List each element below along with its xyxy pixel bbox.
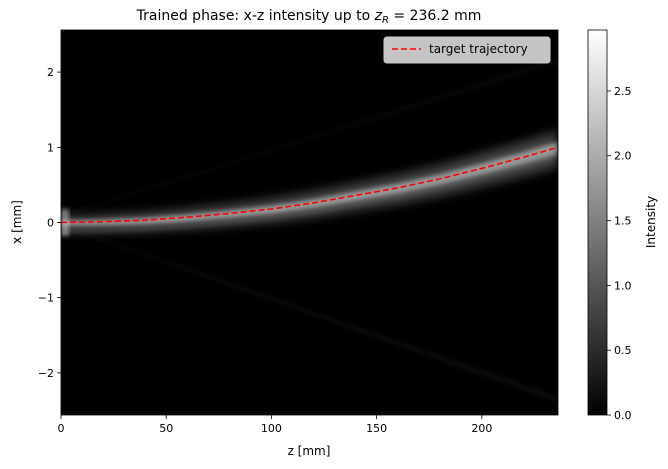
target-trajectory-line: [61, 146, 558, 224]
colorbar-tick-label: 1.0: [614, 279, 632, 292]
legend: target trajectory: [383, 36, 551, 64]
beam-diverging-lobe: [61, 224, 558, 403]
colorbar-tick-label: 0.0: [614, 409, 632, 422]
colorbar-tick-label: 0.5: [614, 344, 632, 357]
title-z-subscript: R: [382, 15, 389, 26]
x-tick-label: 100: [261, 422, 282, 435]
y-tick-label: 0: [47, 217, 54, 230]
y-tick-label: −1: [38, 292, 54, 305]
colorbar-label: Intensity: [644, 196, 658, 248]
colorbar: 0.0 0.5 1.0 1.5 2.0 2.5 Intensity: [587, 29, 658, 422]
plot-area: [61, 30, 558, 415]
legend-box: [383, 36, 551, 64]
x-tick-label: 150: [366, 422, 387, 435]
colorbar-tick-label: 1.5: [614, 215, 632, 228]
y-axis-ticks: −2 −1 0 1 2: [38, 66, 61, 380]
x-axis-ticks: 0 50 100 150 200: [58, 415, 492, 435]
colorbar-gradient: [587, 29, 608, 416]
colorbar-ticks: 0.0 0.5 1.0 1.5 2.0 2.5: [607, 85, 632, 422]
x-axis-label: z [mm]: [288, 444, 331, 458]
colorbar-tick-label: 2.0: [614, 150, 632, 163]
y-tick-label: 2: [47, 66, 54, 79]
y-tick-label: −2: [38, 367, 54, 380]
beam-diverging-lobe: [61, 57, 558, 218]
title-prefix: Trained phase: x-z intensity up to: [136, 8, 375, 24]
x-tick-label: 50: [159, 422, 173, 435]
colorbar-tick-label: 2.5: [614, 85, 632, 98]
title-suffix: = 236.2 mm: [389, 8, 481, 24]
x-tick-label: 0: [58, 422, 65, 435]
legend-label: target trajectory: [429, 42, 528, 56]
title-z-symbol: z: [374, 8, 383, 24]
x-tick-label: 200: [471, 422, 492, 435]
chart-title: Trained phase: x-z intensity up to zR = …: [136, 8, 482, 26]
y-tick-label: 1: [47, 141, 54, 154]
y-axis-label: x [mm]: [10, 200, 24, 244]
